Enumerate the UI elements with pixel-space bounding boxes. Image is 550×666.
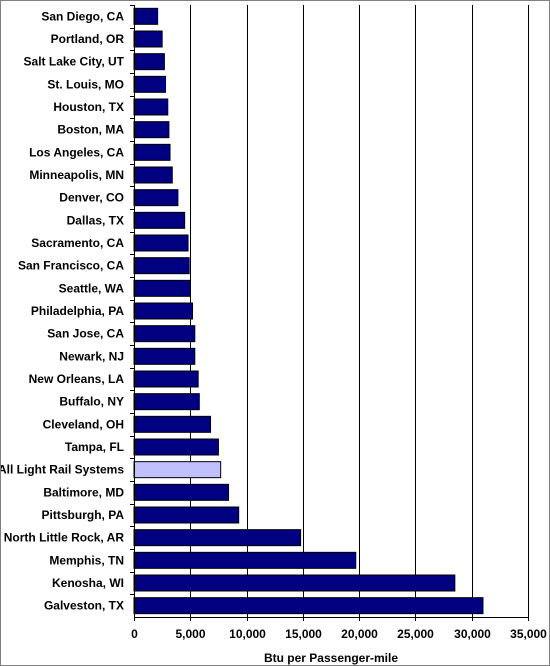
- bar: [133, 7, 159, 25]
- x-tick-label: 5,000: [175, 627, 205, 641]
- bar: [133, 393, 200, 411]
- category-label: Tampa, FL: [65, 440, 124, 454]
- bar: [133, 347, 196, 365]
- category-label: Boston, MA: [57, 123, 124, 137]
- x-tick-label: 25,000: [397, 627, 434, 641]
- plot-area: [134, 5, 528, 617]
- category-label: San Diego, CA: [41, 9, 124, 23]
- category-label: Newark, NJ: [59, 349, 124, 363]
- bar: [133, 438, 219, 456]
- category-label: All Light Rail Systems: [1, 463, 124, 477]
- bars: [133, 7, 484, 615]
- category-label: St. Louis, MO: [47, 77, 124, 91]
- bar: [133, 143, 171, 161]
- bar: [133, 597, 484, 615]
- bar: [133, 370, 199, 388]
- category-label: Buffalo, NY: [59, 395, 124, 409]
- x-tick-label: 20,000: [341, 627, 378, 641]
- bar: [133, 211, 186, 229]
- bar: [133, 189, 179, 207]
- category-label: Kenosha, WI: [52, 576, 124, 590]
- bar: [133, 483, 230, 501]
- x-tick-labels: 0 5,000 10,000 15,000 20,000 25,000 30,000 35,0…: [131, 627, 547, 641]
- x-tick-label: 0: [131, 627, 138, 641]
- x-tick-label: 10,000: [229, 627, 266, 641]
- bar: [133, 574, 456, 592]
- category-label: San Jose, CA: [47, 327, 124, 341]
- category-label: North Little Rock, AR: [4, 531, 125, 545]
- category-label: Galveston, TX: [44, 599, 124, 613]
- bar: [133, 166, 173, 184]
- bar: [133, 461, 222, 479]
- bar: [133, 98, 169, 116]
- category-label: Sacramento, CA: [31, 236, 124, 250]
- category-label: Houston, TX: [53, 100, 124, 114]
- bar: [133, 551, 357, 569]
- category-label: Memphis, TN: [49, 553, 124, 567]
- bar: [133, 75, 167, 93]
- bar: [133, 53, 165, 71]
- bar: [133, 506, 240, 524]
- category-label: Cleveland, OH: [43, 417, 124, 431]
- bar: [133, 30, 163, 48]
- x-tick-label: 15,000: [285, 627, 322, 641]
- bar: [133, 121, 170, 139]
- bar: [133, 257, 190, 275]
- category-label: Pittsburgh, PA: [42, 508, 125, 522]
- category-label: Salt Lake City, UT: [24, 55, 125, 69]
- category-label: Portland, OR: [51, 32, 125, 46]
- x-tick-label: 35,000: [510, 627, 547, 641]
- category-label: Denver, CO: [59, 191, 124, 205]
- bar: [133, 529, 302, 547]
- axes: [130, 5, 529, 621]
- category-label: San Francisco, CA: [18, 259, 124, 273]
- bar: [133, 415, 212, 433]
- bar: [133, 234, 189, 252]
- bar: [133, 302, 194, 320]
- bar: [133, 279, 191, 297]
- x-tick-label: 30,000: [454, 627, 491, 641]
- gridlines: [134, 5, 529, 617]
- category-label: Los Angeles, CA: [29, 145, 124, 159]
- category-label: Dallas, TX: [67, 213, 124, 227]
- category-labels: San Diego, CA Portland, OR Salt Lake City,…: [1, 9, 125, 612]
- bar: [133, 325, 196, 343]
- category-label: Baltimore, MD: [43, 485, 124, 499]
- category-label: Seattle, WA: [59, 281, 125, 295]
- category-label: Minneapolis, MN: [29, 168, 124, 182]
- x-axis-title: Btu per Passenger-mile: [264, 651, 398, 665]
- category-label: New Orleans, LA: [29, 372, 125, 386]
- category-label: Philadelphia, PA: [31, 304, 124, 318]
